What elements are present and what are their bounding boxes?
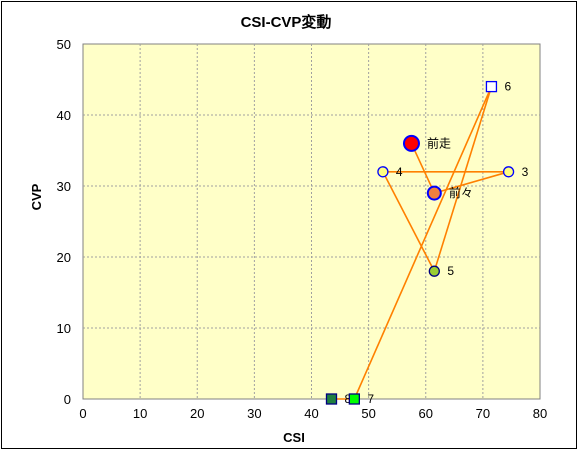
y-tick-label: 40 — [57, 108, 71, 123]
grid-lines — [83, 44, 540, 399]
point-label: 3 — [522, 165, 529, 179]
axis-ticks: 0 10 20 30 40 50 60 70 80 0 10 20 30 40 50 — [57, 37, 548, 421]
x-tick-label: 40 — [304, 406, 318, 421]
point-label: 6 — [504, 80, 511, 94]
x-tick-label: 60 — [419, 406, 433, 421]
point-label: 前々 — [449, 185, 473, 200]
y-tick-label: 50 — [57, 37, 71, 52]
point-marker — [428, 265, 440, 277]
point-marker — [502, 166, 515, 178]
x-tick-label: 80 — [533, 406, 547, 421]
x-tick-label: 20 — [190, 406, 204, 421]
point-marker — [485, 80, 498, 93]
point-label: 7 — [367, 392, 374, 406]
x-tick-label: 10 — [133, 406, 147, 421]
x-axis-title: CSI — [283, 430, 305, 445]
path-segment — [434, 171, 509, 194]
y-tick-label: 30 — [57, 179, 71, 194]
point-label: 前走 — [427, 135, 451, 150]
path-segment — [433, 86, 493, 272]
point-marker — [325, 393, 338, 405]
point-marker — [348, 393, 360, 405]
path-segment — [382, 171, 436, 272]
chart-title: CSI-CVP変動 — [241, 13, 332, 31]
y-tick-label: 20 — [57, 250, 71, 265]
path-lines — [331, 86, 509, 400]
point-label: 4 — [396, 165, 403, 179]
point-marker — [426, 185, 442, 201]
point-label: 5 — [447, 264, 454, 278]
data-points: 8 7 6 5 4 3 前々 前走 — [325, 80, 529, 406]
point-label: 8 — [344, 392, 351, 406]
y-tick-label: 10 — [57, 321, 71, 336]
point-marker — [377, 166, 389, 178]
x-tick-label: 30 — [247, 406, 261, 421]
path-segment — [410, 143, 436, 194]
point-marker — [402, 134, 420, 152]
x-tick-label: 50 — [361, 406, 375, 421]
y-tick-label: 0 — [64, 392, 71, 407]
path-segment — [353, 86, 493, 400]
x-tick-label: 0 — [79, 406, 86, 421]
x-tick-label: 70 — [476, 406, 490, 421]
y-axis-title: CVP — [29, 183, 44, 210]
